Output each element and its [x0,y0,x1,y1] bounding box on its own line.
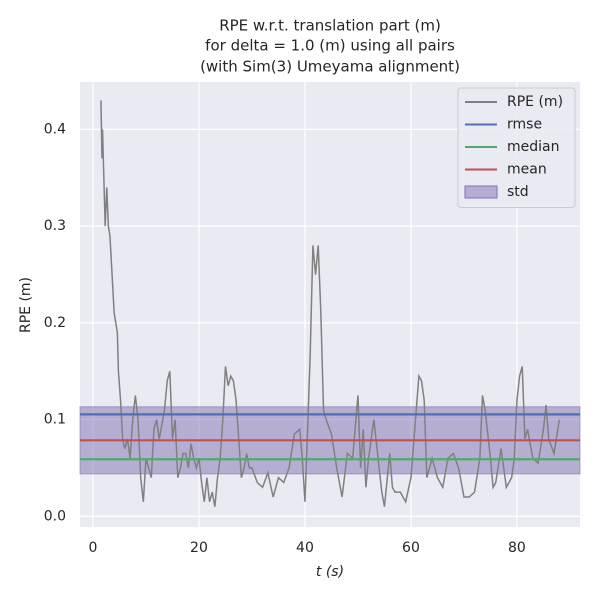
x-tick-label: 40 [296,540,314,556]
legend-label: rmse [507,117,542,133]
x-tick-label: 20 [190,540,208,556]
x-axis-label: t (s) [316,564,344,580]
y-tick-label: 0.0 [44,508,66,524]
y-tick-label: 0.2 [44,315,66,331]
chart-title: for delta = 1.0 (m) using all pairs [205,37,455,55]
y-tick-label: 0.1 [44,412,66,428]
x-tick-label: 0 [89,540,98,556]
legend-label: RPE (m) [507,94,563,110]
y-tick-label: 0.4 [44,121,66,137]
legend-label: mean [507,162,547,178]
legend-label: median [507,139,559,155]
y-axis-label: RPE (m) [18,277,34,333]
legend-handle [464,185,498,199]
x-tick-label: 80 [508,540,526,556]
legend-label: std [507,184,529,200]
y-tick-label: 0.3 [44,218,66,234]
chart-title: (with Sim(3) Umeyama alignment) [200,58,460,76]
legend-box [457,87,576,208]
x-tick-label: 60 [402,540,420,556]
chart-title: RPE w.r.t. translation part (m) [219,17,441,35]
